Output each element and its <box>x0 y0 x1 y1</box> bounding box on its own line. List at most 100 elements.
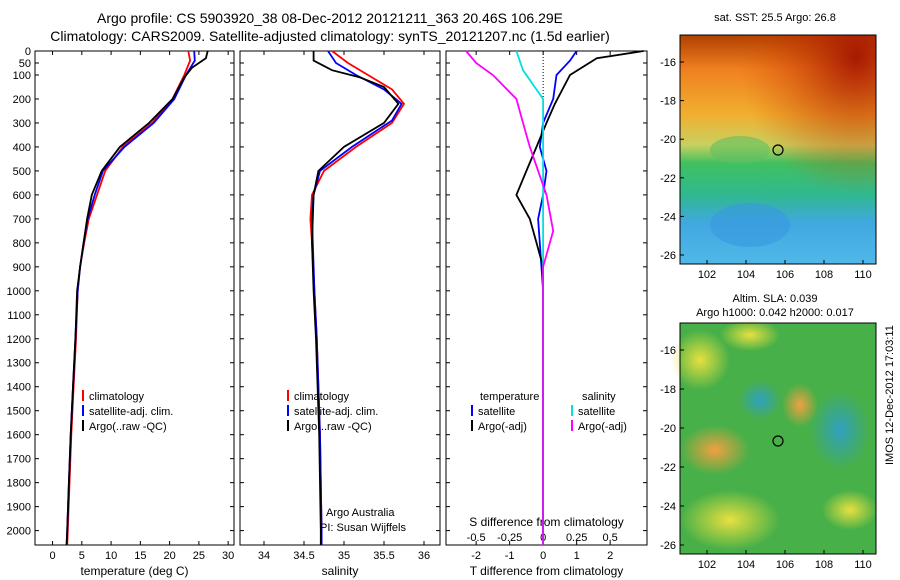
legend-title: temperature <box>480 391 539 403</box>
map-y-tick-label: -20 <box>660 423 676 435</box>
secondary-x-tick-label: 0.25 <box>566 532 587 544</box>
x-tick-label: -1 <box>505 550 515 562</box>
map-x-tick-label: 102 <box>698 559 716 571</box>
depth-tick-label: 400 <box>13 142 31 154</box>
x-axis-label: temperature (deg C) <box>80 564 188 578</box>
map-x-tick-label: 102 <box>698 269 716 281</box>
depth-tick-label: 200 <box>13 94 31 106</box>
sst-map-axes: -16 -18 -20 -22 -24 -26 102 104 106 108 110 <box>660 57 872 281</box>
map-x-tick-label: 110 <box>854 559 872 571</box>
map-y-tick-label: -24 <box>660 211 676 223</box>
x-tick-label: 34.5 <box>293 550 314 562</box>
depth-tick-label: 1600 <box>7 430 31 442</box>
map-x-tick-label: 104 <box>737 269 755 281</box>
sla-map-axes: -16 -18 -20 -22 -24 -26 102 104 106 108 110 <box>660 345 872 571</box>
map-x-tick-label: 104 <box>737 559 755 571</box>
x-tick-label: 25 <box>193 550 205 562</box>
sla-map-title-2: Argo h1000: 0.042 h2000: 0.017 <box>696 307 854 319</box>
sst-map-title: sat. SST: 25.5 Argo: 26.8 <box>714 12 836 24</box>
depth-tick-label: 50 <box>19 58 31 70</box>
depth-tick-label: 1200 <box>7 334 31 346</box>
depth-tick-label: 2000 <box>7 526 31 538</box>
depth-tick-label: 1900 <box>7 502 31 514</box>
salinity-panel: 34 34.5 35 35.5 36 salinity climatology satelli… <box>239 50 441 578</box>
x-tick-label: 2 <box>607 550 613 562</box>
credit-annotation-1: Argo Australia <box>326 507 395 519</box>
legend-label: Argo(..raw -QC) <box>294 421 372 433</box>
secondary-x-tick-label: -0.25 <box>497 532 522 544</box>
map-y-tick-label: -26 <box>660 540 676 552</box>
sla-map-high-3 <box>782 383 818 427</box>
credit-annotation-2: PI: Susan Wijffels <box>320 522 406 534</box>
series-line <box>65 50 209 546</box>
difference-panel: -2 -1 0 1 2 T difference from climatology -0.5… <box>445 50 648 578</box>
x-tick-label: 0 <box>49 550 55 562</box>
depth-tick-label: 1100 <box>7 310 31 322</box>
map-y-tick-label: -26 <box>660 250 676 262</box>
legend-label: satellite-adj. clim. <box>294 406 378 418</box>
legend-label: satellite-adj. clim. <box>89 406 173 418</box>
series-line <box>311 51 400 545</box>
x-tick-label: 0 <box>540 550 546 562</box>
map-y-tick-label: -18 <box>660 96 676 108</box>
legend-label: climatology <box>294 391 350 403</box>
map-x-tick-label: 106 <box>776 559 794 571</box>
map-y-tick-label: -18 <box>660 384 676 396</box>
sla-map-high-2 <box>720 319 780 351</box>
depth-tick-label: 300 <box>13 118 31 130</box>
argo-float-marker <box>772 144 784 156</box>
series-line <box>465 50 555 545</box>
depth-tick-label: 500 <box>13 166 31 178</box>
map-x-tick-label: 108 <box>815 559 833 571</box>
legend-label: Argo(..raw -QC) <box>89 421 167 433</box>
temperature-panel: 0501002003004005006007008009001000110012… <box>7 46 235 578</box>
legend-label: satellite <box>578 406 615 418</box>
legend-label: climatology <box>89 391 145 403</box>
map-x-tick-label: 108 <box>815 269 833 281</box>
depth-tick-label: 1800 <box>7 478 31 490</box>
sst-map-cool-patch <box>710 136 770 164</box>
sla-map-frame <box>679 322 877 555</box>
map-y-tick-label: -16 <box>660 57 676 69</box>
depth-tick-label: 1400 <box>7 382 31 394</box>
figure-title-line-2: Climatology: CARS2009. Satellite-adjuste… <box>50 28 610 44</box>
secondary-x-tick-label: -0.5 <box>467 532 486 544</box>
x-tick-label: 36 <box>418 550 430 562</box>
depth-tick-label: 800 <box>13 238 31 250</box>
depth-tick-label: 900 <box>13 262 31 274</box>
x-tick-label: 5 <box>79 550 85 562</box>
map-y-tick-label: -24 <box>660 501 676 513</box>
legend-label: Argo(-adj) <box>578 421 627 433</box>
x-tick-label: 30 <box>222 550 234 562</box>
map-x-tick-label: 106 <box>776 269 794 281</box>
plot-frame <box>34 50 235 546</box>
x-tick-label: 34 <box>258 550 270 562</box>
sla-map-title-1: Altim. SLA: 0.039 <box>733 293 818 305</box>
secondary-x-tick-label: 0.5 <box>603 532 618 544</box>
depth-tick-label: 1700 <box>7 454 31 466</box>
figure-title-line-1: Argo profile: CS 5903920_38 08-Dec-2012 … <box>97 10 563 26</box>
sla-map-high-1 <box>670 330 730 390</box>
sst-map-frame <box>679 34 877 265</box>
map-y-tick-label: -22 <box>660 173 676 185</box>
depth-tick-label: 600 <box>13 190 31 202</box>
x-tick-label: 10 <box>105 550 117 562</box>
sst-map-cold-patch <box>710 203 790 247</box>
sla-map-low-2 <box>738 380 782 420</box>
map-x-tick-label: 110 <box>854 269 872 281</box>
x-tick-label: 35.5 <box>373 550 394 562</box>
x-tick-label: -2 <box>471 550 481 562</box>
plot-frame <box>445 50 648 546</box>
depth-tick-label: 100 <box>13 70 31 82</box>
argo-float-marker-sla <box>772 435 784 447</box>
sla-map-high-6 <box>822 490 878 530</box>
sst-map: sat. SST: 25.5 Argo: 26.8 -16 -18 -20 -22 -2… <box>660 12 877 281</box>
depth-tick-label: 700 <box>13 214 31 226</box>
map-y-tick-label: -16 <box>660 345 676 357</box>
secondary-x-axis-label: S difference from climatology <box>469 515 624 529</box>
map-y-tick-label: -22 <box>660 462 676 474</box>
legend-label: satellite <box>478 406 515 418</box>
sla-map-low-1 <box>810 390 870 470</box>
x-axis-label: T difference from climatology <box>470 564 624 578</box>
